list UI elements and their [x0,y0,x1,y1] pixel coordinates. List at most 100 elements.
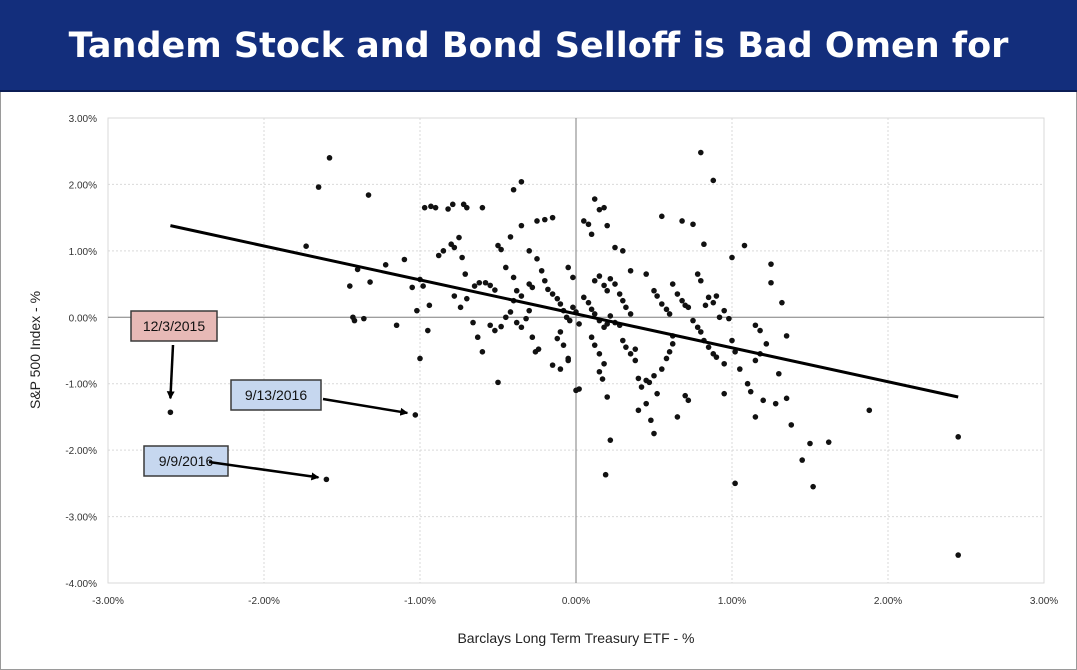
data-point [449,201,456,208]
data-point [744,380,751,387]
data-point [428,203,434,210]
callout-2: 9/9/2016 [143,445,320,481]
data-point [679,297,685,304]
data-point [666,311,673,317]
data-point [425,327,431,334]
data-point [347,283,353,289]
data-point [732,480,738,487]
x-tick-label: 3.00% [1030,596,1058,607]
data-point [757,327,763,334]
data-point [451,244,458,251]
y-tick-label: 3.00% [69,114,97,125]
data-point [654,390,660,397]
data-point [576,321,582,327]
data-point [412,412,419,418]
data-point [457,304,464,311]
data-point [487,282,494,289]
data-point [513,287,520,294]
x-tick-label: 2.00% [874,596,902,607]
data-point [866,407,873,414]
data-point [713,354,720,360]
data-point [462,271,469,277]
data-point [663,306,670,313]
data-point [955,552,961,558]
data-point [601,360,607,367]
data-point [529,284,536,291]
x-tick-label: -1.00% [404,596,436,607]
data-point [721,307,727,314]
axes [107,117,1045,584]
data-point [518,178,525,185]
data-point [669,281,676,287]
data-point [495,379,501,386]
data-point [783,333,790,339]
data-point [503,264,509,271]
data-point [651,372,657,379]
x-tick-label: -3.00% [92,596,124,607]
data-point [507,309,514,315]
data-point [763,341,770,347]
data-point [612,281,618,287]
data-point [713,293,720,299]
data-point [721,360,727,367]
data-point [554,295,561,302]
data-point [620,337,626,344]
data-point [503,314,509,321]
data-point [526,248,532,254]
data-point [737,366,743,372]
data-point [635,375,642,382]
data-point [576,386,582,392]
callout-label: 9/9/2016 [159,453,214,469]
data-point [783,395,790,402]
data-point [591,277,598,284]
data-point [643,400,649,407]
trendline [170,224,959,399]
trendline [170,224,959,399]
data-point [479,204,486,211]
y-tick-label: -2.00% [65,446,97,457]
data-point [799,457,805,463]
data-point [456,234,462,241]
data-point [588,231,595,238]
data-point [585,221,592,228]
data-point [474,334,481,341]
y-tick-label: -1.00% [65,380,97,391]
tick-labels: -3.00% -2.00% -1.00% 0.00% 1.00% 2.00% 3.00% 3.… [65,114,1058,607]
x-tick-label: 1.00% [718,596,746,607]
data-point [620,297,626,304]
data-point [698,277,704,284]
data-point [542,216,548,223]
data-point [570,274,576,281]
data-point [513,319,520,326]
data-point [596,273,603,279]
callout-arrow [166,344,175,400]
data-point [694,324,701,331]
data-point [701,241,707,248]
data-point [315,184,322,190]
data-point [612,244,618,251]
data-point [588,334,595,341]
data-point [560,342,567,348]
data-point [825,439,832,445]
data-point [620,248,626,254]
data-point [710,299,717,306]
title-banner [0,0,1077,92]
data-point [538,267,545,274]
data-point [710,177,717,184]
data-point [498,323,504,330]
data-point [495,242,501,249]
data-point [788,422,795,428]
data-point [635,407,642,414]
data-point [361,315,367,322]
data-point [534,256,540,262]
data-point [779,299,785,306]
data-point [627,351,634,357]
x-axis-title: Barclays Long Term Treasury ETF - % [457,630,694,646]
data-point [648,417,654,424]
data-point [409,284,416,291]
data-point [604,394,610,400]
data-point [776,370,782,377]
data-point [492,287,498,293]
data-point [585,299,592,306]
data-point [955,434,961,440]
